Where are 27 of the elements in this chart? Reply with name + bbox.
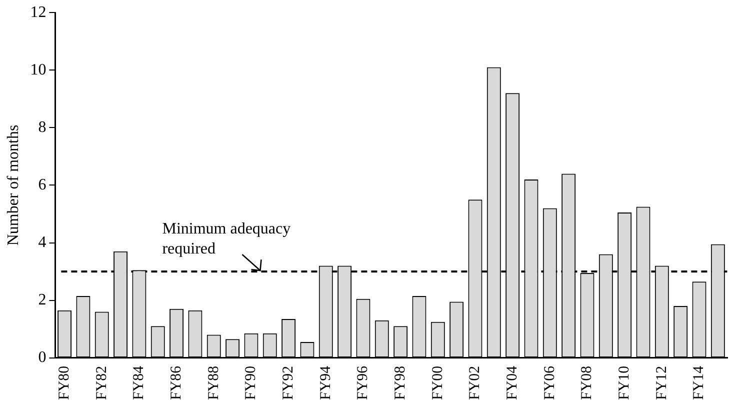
annotation: Minimum adequacy required xyxy=(162,220,291,258)
y-tick-label: 12 xyxy=(30,4,46,21)
x-tick-label: FY92 xyxy=(280,366,296,400)
y-axis-title: Number of months xyxy=(4,124,22,246)
x-tick-label: FY02 xyxy=(467,366,484,400)
x-tick-label: FY82 xyxy=(94,366,110,400)
y-tick-label: 8 xyxy=(38,118,46,136)
y-tick-label: 0 xyxy=(38,349,46,366)
x-tick-label: FY12 xyxy=(654,366,670,400)
x-tick-label: FY96 xyxy=(355,365,372,400)
y-tick-label: 10 xyxy=(30,61,46,78)
x-tick-label: FY08 xyxy=(579,366,596,400)
y-tick-label: 4 xyxy=(38,234,46,251)
x-tick-label: FY90 xyxy=(243,366,260,400)
x-tick-label: FY06 xyxy=(542,365,558,400)
x-tick-label: FY86 xyxy=(168,365,184,400)
y-tick-label: 2 xyxy=(38,291,46,308)
x-tick-label: FY98 xyxy=(392,366,408,400)
x-tick-label: FY14 xyxy=(691,365,708,400)
x-tick-label: FY04 xyxy=(504,365,521,400)
x-tick-label: FY84 xyxy=(131,365,148,400)
x-tick-label: FY88 xyxy=(206,366,222,400)
x-tick-label: FY94 xyxy=(318,365,334,400)
x-tick-label: FY10 xyxy=(616,366,633,400)
y-tick-label: 6 xyxy=(38,176,46,194)
x-tick-label: FY80 xyxy=(56,366,72,400)
x-tick-label: FY00 xyxy=(430,366,446,400)
